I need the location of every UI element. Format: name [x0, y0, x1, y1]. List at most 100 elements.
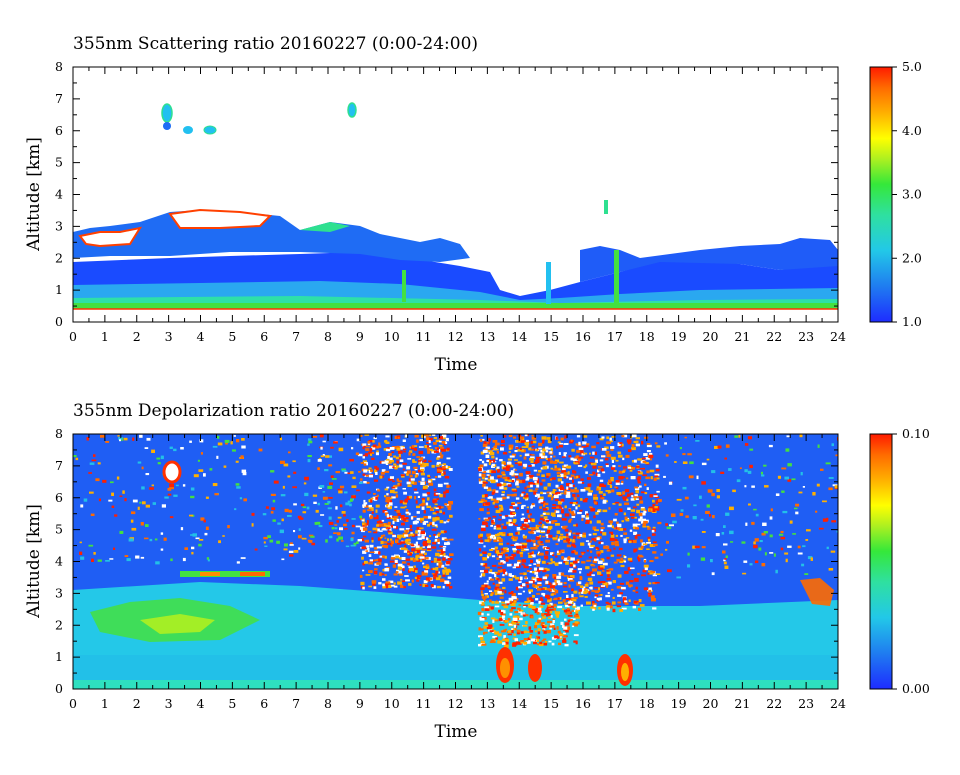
depol-noise-cell — [621, 520, 625, 523]
depol-noise-cell — [140, 522, 144, 526]
depol-noise-cell — [239, 497, 243, 500]
depol-noise-cell — [509, 464, 514, 468]
depol-noise-cell — [572, 532, 576, 535]
depol-noise-cell — [599, 459, 604, 462]
depol-noise-cell — [542, 519, 545, 522]
depol-noise-cell — [707, 489, 713, 493]
depol-noise-cell — [590, 550, 593, 553]
depol-noise-cell — [362, 569, 365, 572]
depol-noise-cell — [437, 471, 442, 474]
depol-noise-cell — [272, 519, 276, 522]
depol-noise-cell — [728, 468, 732, 471]
depol-noise-cell — [382, 534, 386, 537]
depol-noise-cell — [283, 463, 289, 467]
depol-noise-cell — [638, 471, 643, 475]
depol-noise-cell — [597, 547, 600, 550]
depol-noise-cell — [543, 486, 548, 490]
depol-noise-cell — [393, 526, 397, 529]
depol-noise-cell — [499, 624, 505, 626]
depol-noise-cell — [359, 526, 365, 530]
depol-noise-cell — [636, 523, 641, 526]
depol-noise-cell — [787, 463, 792, 467]
x-tick-label: 16 — [575, 696, 591, 711]
depol-noise-cell — [389, 515, 393, 519]
depol-noise-cell — [567, 611, 571, 614]
depol-noise-cell — [173, 494, 178, 497]
depol-noise-cell — [432, 499, 437, 503]
depol-noise-cell — [583, 487, 588, 490]
depol-noise-cell — [536, 593, 541, 595]
depol-noise-cell — [581, 588, 585, 592]
depol-noise-cell — [407, 484, 412, 487]
depol-noise-cell — [573, 560, 578, 564]
depol-noise-cell — [417, 533, 421, 537]
depol-noise-cell — [628, 599, 631, 602]
depol-noise-cell — [562, 599, 566, 603]
depol-noise-cell — [505, 467, 510, 471]
depol-noise-cell — [344, 491, 348, 494]
depol-noise-cell — [634, 577, 639, 581]
depol-noise-cell — [618, 547, 623, 551]
depol-noise-cell — [429, 437, 433, 441]
depol-noise-cell — [512, 520, 516, 524]
depol-noise-cell — [763, 531, 768, 534]
depol-noise-cell — [817, 444, 820, 448]
depol-noise-cell — [637, 471, 641, 473]
depol-noise-cell — [499, 616, 503, 620]
depol-noise-cell — [484, 539, 489, 542]
depol-noise-cell — [478, 534, 481, 538]
depol-noise-cell — [315, 509, 319, 513]
depol-noise-cell — [540, 449, 545, 453]
depol-noise-cell — [651, 598, 656, 602]
x-tick-label: 22 — [766, 696, 782, 711]
depol-noise-cell — [519, 454, 522, 457]
depol-noise-cell — [436, 447, 439, 451]
depol-noise-cell — [641, 518, 646, 522]
depol-noise-cell — [616, 605, 622, 608]
depol-noise-cell — [505, 571, 508, 575]
depol-noise-cell — [445, 489, 449, 493]
depol-noise-cell — [388, 478, 393, 481]
depol-noise-cell — [363, 454, 366, 457]
depol-noise-cell — [506, 603, 510, 606]
depol-noise-cell — [563, 585, 568, 588]
depol-noise-cell — [446, 504, 452, 508]
depol-noise-cell — [422, 583, 425, 588]
depol-noise-cell — [498, 600, 502, 603]
depol-noise-cell — [588, 556, 592, 559]
depol-noise-cell — [365, 574, 371, 576]
depol-noise-cell — [626, 498, 629, 502]
depol-noise-cell — [419, 584, 422, 586]
depol-noise-cell — [405, 434, 408, 438]
depol-noise-cell — [528, 626, 532, 630]
depol-noise-cell — [501, 461, 506, 465]
depol-noise-cell — [478, 473, 482, 477]
depol-noise-cell — [288, 509, 292, 513]
depol-noise-cell — [413, 488, 417, 491]
depol-noise-cell — [530, 602, 534, 605]
depol-noise-cell — [486, 554, 490, 559]
depol-noise-cell — [600, 542, 604, 545]
depol-noise-cell — [364, 505, 369, 508]
x-tick-label: 21 — [734, 696, 750, 711]
depol-noise-cell — [637, 476, 642, 480]
depol-noise-cell — [512, 538, 517, 542]
depol-noise-cell — [605, 594, 611, 598]
depol-noise-cell — [498, 618, 503, 622]
depol-noise-cell — [666, 526, 672, 530]
depol-noise-cell — [552, 537, 558, 540]
depol-noise-cell — [494, 546, 498, 550]
depol-noise-cell — [525, 614, 529, 617]
depol-noise-cell — [518, 579, 521, 582]
depol-noise-cell — [557, 630, 561, 634]
depol-noise-cell — [394, 518, 397, 521]
depol-noise-cell — [554, 581, 558, 585]
depol-noise-cell — [412, 453, 416, 456]
depol-noise-cell — [635, 586, 638, 590]
depol-noise-cell — [386, 486, 390, 489]
depol-noise-cell — [650, 476, 653, 480]
depol-noise-cell — [524, 576, 528, 579]
depol-noise-cell — [432, 567, 437, 571]
depol-noise-cell — [432, 585, 436, 589]
depol-noise-cell — [369, 544, 374, 548]
